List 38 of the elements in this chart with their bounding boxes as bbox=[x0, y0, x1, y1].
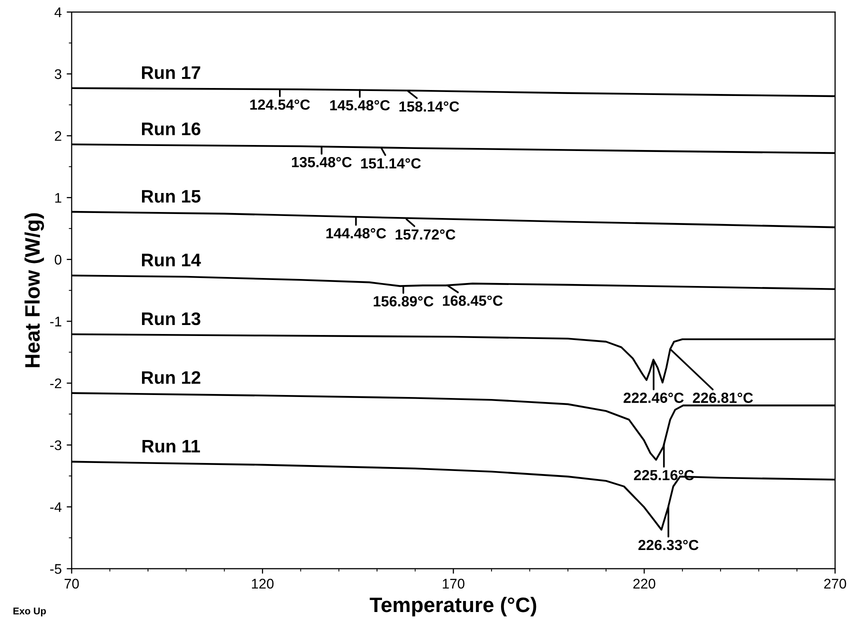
y-tick-label: -3 bbox=[50, 440, 62, 450]
annotation: 226.81°C bbox=[692, 392, 753, 403]
annotation: 124.54°C bbox=[250, 99, 310, 110]
x-tick-label: 120 bbox=[252, 578, 274, 589]
series-label: Run 13 bbox=[142, 312, 200, 326]
y-tick-label: -5 bbox=[50, 564, 62, 574]
x-axis-title: Temperature (°C) bbox=[370, 596, 536, 616]
annotation: 156.89°C bbox=[374, 296, 434, 306]
annotation: 135.48°C bbox=[292, 156, 352, 168]
series-label: Run 17 bbox=[142, 66, 200, 79]
text: Exo Up bbox=[13, 608, 46, 616]
series-label: Run 16 bbox=[142, 122, 200, 136]
y-tick-label: 0 bbox=[54, 254, 62, 265]
y-tick-label: 2 bbox=[54, 131, 62, 141]
y-tick-label: 4 bbox=[54, 8, 62, 18]
x-tick-label: 270 bbox=[824, 578, 846, 589]
x-tick-label: 170 bbox=[442, 578, 464, 589]
annotation: 168.45°C bbox=[442, 296, 503, 306]
annotation: 226.33°C bbox=[638, 540, 698, 550]
x-tick-label: 220 bbox=[633, 578, 656, 589]
series-label: Run 14 bbox=[142, 254, 201, 266]
series-label: Run 11 bbox=[142, 440, 200, 453]
y-tick-label: -1 bbox=[50, 316, 62, 326]
annotation: 151.14°C bbox=[361, 158, 421, 169]
annotation: 225.16°C bbox=[634, 470, 694, 480]
y-tick-label: 1 bbox=[55, 193, 62, 203]
x-tick-label: 70 bbox=[64, 578, 79, 589]
annotation: 157.72°C bbox=[396, 229, 456, 240]
annotation: 222.46°C bbox=[624, 392, 684, 403]
y-axis-title: Heat Flow (W/g) bbox=[24, 213, 44, 368]
series-label: Run 12 bbox=[142, 371, 200, 384]
series-label: Run 15 bbox=[142, 190, 200, 203]
annotation: 145.48°C bbox=[330, 100, 390, 110]
y-tick-label: -2 bbox=[50, 378, 62, 388]
y-tick-label: -4 bbox=[50, 502, 62, 512]
annotation: 144.48°C bbox=[326, 228, 386, 238]
annotation: 158.14°C bbox=[399, 101, 460, 112]
y-tick-label: 3 bbox=[54, 69, 62, 80]
